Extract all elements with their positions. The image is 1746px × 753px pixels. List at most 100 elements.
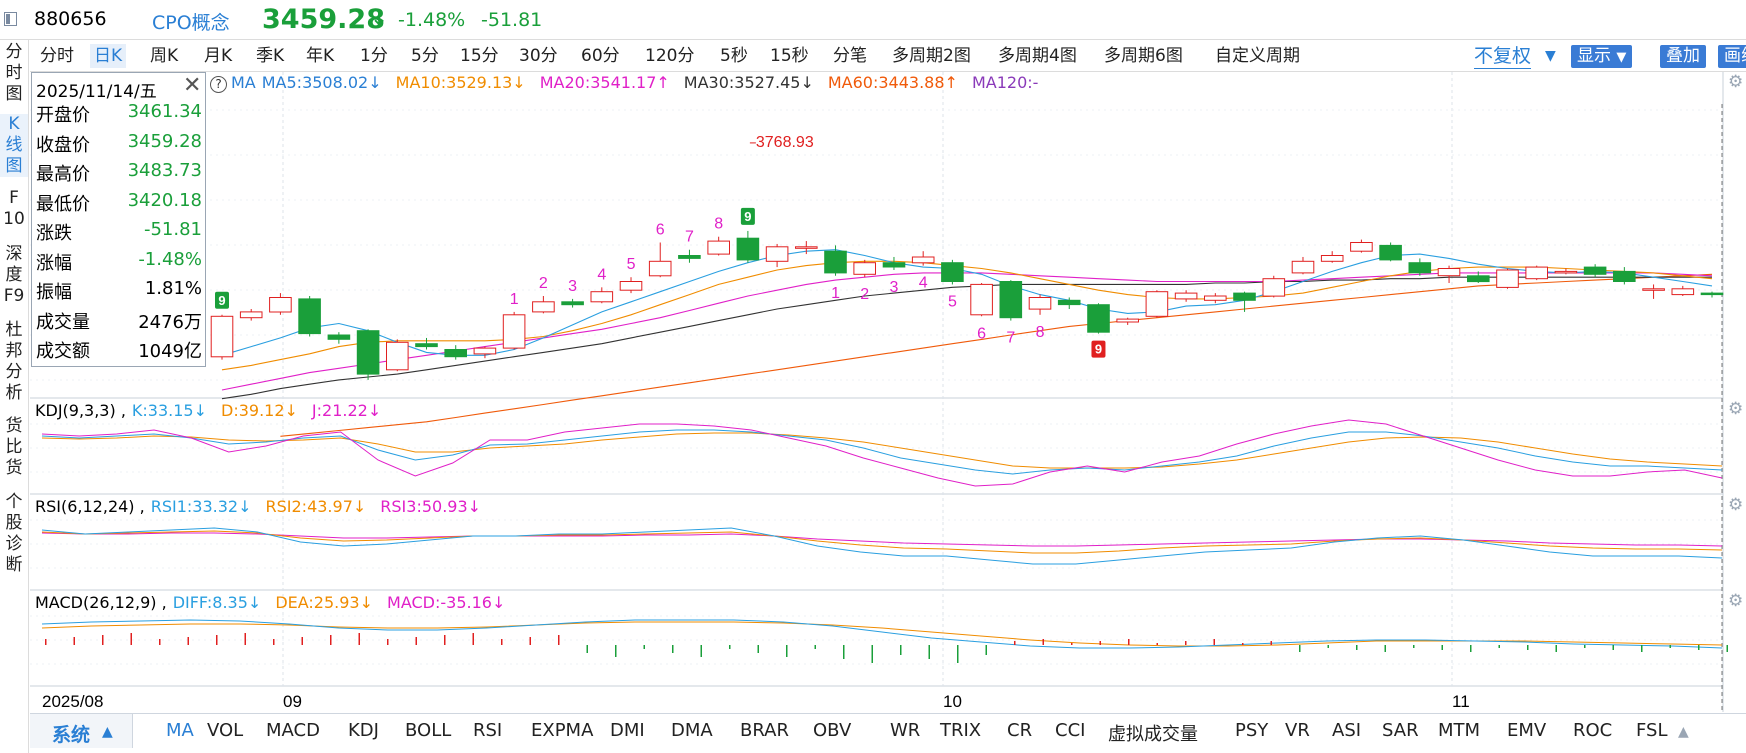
indicator-tab-fsl[interactable]: FSL [1636,720,1668,741]
indicator-tab-emv[interactable]: EMV [1507,720,1547,741]
fuquan-dropdown-icon[interactable]: ▼ [1545,48,1556,64]
indicator-tab-wr[interactable]: WR [890,720,921,741]
period-tab-12[interactable]: 5秒 [720,46,748,66]
candle-body [239,311,263,319]
period-tab-1[interactable]: 日K [90,44,127,68]
candle-body [824,250,847,274]
macd-bar [1498,645,1500,648]
macd-bar [244,633,246,645]
period-tab-4[interactable]: 季K [256,46,285,66]
change-percent: -1.48% [398,9,466,31]
stock-chart[interactable]: 3768.93 9 1 2 3 4 5 6 7 8 9 1 2 3 4 5 6 7 8 9 2025/08 09 10 11 [0,0,1746,713]
macd-bar [387,639,389,645]
period-tab-15[interactable]: 多周期2图 [892,46,971,66]
overlay-button[interactable]: 叠加 [1660,45,1706,68]
macd-bar [985,645,987,655]
kdj-gear-icon[interactable]: ⚙ [1728,399,1744,419]
indicator-tab-expma[interactable]: EXPMA [531,720,594,741]
indicator-tab-macd[interactable]: MACD [266,720,320,741]
info-row: 最低价 3420.18 [36,190,202,219]
macd-bar [1726,645,1728,652]
period-tab-9[interactable]: 30分 [519,46,558,66]
macd-bar [444,635,446,645]
candle-body [1116,318,1140,323]
indicator-tab-虚拟成交量[interactable]: 虚拟成交量 [1108,724,1198,745]
candle-body [941,262,964,283]
period-tab-18[interactable]: 自定义周期 [1215,46,1300,66]
indicator-tab-vr[interactable]: VR [1285,720,1310,741]
stock-name[interactable]: CPO概念 [152,12,230,34]
indicator-tab-trix[interactable]: TRIX [940,720,982,741]
ma20-line [221,272,1713,391]
help-icon[interactable]: ? [210,76,227,93]
rsi-gear-icon[interactable]: ⚙ [1728,495,1744,515]
macd-bar [472,633,474,645]
macd-gear-icon[interactable]: ⚙ [1728,591,1744,611]
left-tab-5[interactable]: 货 比 货 [5,416,23,478]
period-tab-7[interactable]: 5分 [411,46,439,66]
left-tab-4[interactable]: 杜 邦 分 析 [5,320,23,403]
indicator-tab-obv[interactable]: OBV [813,720,852,741]
period-tab-10[interactable]: 60分 [581,46,620,66]
left-tab-6[interactable]: 个 股 诊 断 [5,492,23,575]
td-count: 4 [597,266,606,283]
ma-legend-item: MA10:3529.13↓ [395,73,526,92]
indicator-tab-mtm[interactable]: MTM [1438,720,1481,741]
macd-bar [1356,645,1358,650]
macd-bar [1327,645,1329,648]
indicator-tab-dma[interactable]: DMA [671,720,713,741]
period-tab-5[interactable]: 年K [306,46,335,66]
candle-body [1028,297,1052,310]
current-price: 3459.28 [262,4,385,35]
candle-body [210,315,234,358]
indicator-tab-roc[interactable]: ROC [1573,720,1613,741]
more-tabs-icon[interactable]: ▲ [1678,724,1689,740]
period-tab-2[interactable]: 周K [150,46,179,66]
display-button[interactable]: 显示 ▼ [1571,45,1633,68]
macd-bar [1071,643,1073,645]
left-tab-3[interactable]: 深 度 F9 [3,244,25,306]
panel-toggle-icon[interactable] [4,12,17,26]
date-axis-label: 09 [283,692,302,711]
indicator-tab-boll[interactable]: BOLL [405,720,452,741]
indicator-tab-rsi[interactable]: RSI [473,720,503,741]
period-tab-13[interactable]: 15秒 [770,46,809,66]
indicator-tab-cr[interactable]: CR [1007,720,1033,741]
indicator-tab-asi[interactable]: ASI [1332,720,1362,741]
indicator-tab-kdj[interactable]: KDJ [348,720,379,741]
macd-bar [501,639,503,645]
td-count: 5 [627,256,636,273]
candle-body [1320,255,1344,262]
period-tab-17[interactable]: 多周期6图 [1104,46,1183,66]
main-chart-gear-icon[interactable]: ⚙ [1728,72,1744,92]
draw-line-button[interactable]: 画线 [1718,45,1746,68]
ma-legend-item: MA60:3443.88↑ [827,73,958,92]
macd-bar [1299,645,1301,652]
close-icon[interactable]: ✕ [183,73,202,98]
indicator-tab-brar[interactable]: BRAR [740,720,789,741]
period-tab-11[interactable]: 120分 [645,46,695,66]
period-tab-14[interactable]: 分笔 [833,46,867,66]
indicator-tab-dmi[interactable]: DMI [610,720,645,741]
candle-body [1496,269,1519,288]
info-row: 收盘价 3459.28 [36,131,202,160]
left-tab-2[interactable]: F 10 [3,188,25,229]
indicator-tab-sar[interactable]: SAR [1382,720,1419,741]
system-indicator-tab[interactable]: 系统 ▲ [30,714,133,748]
info-value: 2476万 [138,311,202,333]
left-tab-1[interactable]: K 线 图 [0,114,28,177]
period-tab-6[interactable]: 1分 [360,46,388,66]
td-count: 6 [656,222,665,239]
candle-body [1613,270,1636,282]
fuquan-select[interactable]: 不复权 [1474,45,1532,69]
indicator-tab-vol[interactable]: VOL [207,720,244,741]
indicator-tab-psy[interactable]: PSY [1235,720,1269,741]
period-tab-8[interactable]: 15分 [460,46,499,66]
period-tab-16[interactable]: 多周期4图 [998,46,1077,66]
period-tab-0[interactable]: 分时 [40,46,74,66]
period-tab-3[interactable]: 月K [204,46,233,66]
indicator-tab-cci[interactable]: CCI [1055,720,1086,741]
left-tab-0[interactable]: 分 时 图 [5,42,23,104]
macd-bar [757,645,759,653]
indicator-tab-ma[interactable]: MA [166,720,194,741]
